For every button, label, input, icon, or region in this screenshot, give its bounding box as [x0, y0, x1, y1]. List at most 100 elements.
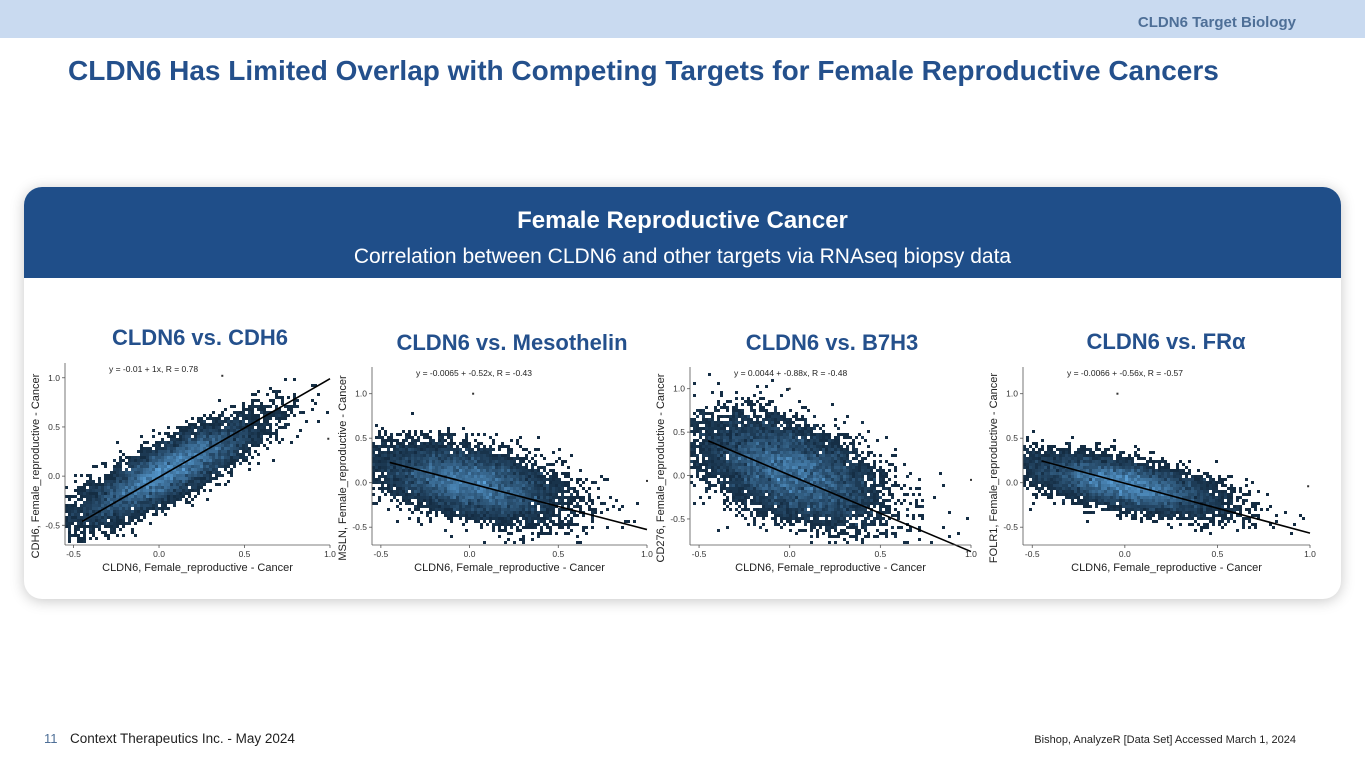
- density-cell: [816, 508, 819, 511]
- density-cell: [858, 475, 861, 478]
- density-cell: [486, 472, 489, 475]
- density-cell: [720, 433, 723, 436]
- density-cell: [453, 496, 456, 499]
- density-cell: [191, 438, 194, 441]
- density-cell: [711, 463, 714, 466]
- density-cell: [200, 471, 203, 474]
- density-cell: [212, 435, 215, 438]
- density-cell: [86, 480, 89, 483]
- density-cell: [720, 430, 723, 433]
- density-cell: [801, 439, 804, 442]
- density-cell: [450, 466, 453, 469]
- density-cell: [822, 484, 825, 487]
- density-cell: [831, 484, 834, 487]
- density-cell: [134, 483, 137, 486]
- density-cell: [759, 481, 762, 484]
- density-cell: [242, 405, 245, 408]
- density-cell: [840, 499, 843, 502]
- density-cell: [510, 526, 513, 529]
- density-cell: [759, 409, 762, 412]
- density-cell: [492, 514, 495, 517]
- density-cell: [507, 454, 510, 457]
- density-cell: [387, 460, 390, 463]
- density-cell: [777, 436, 780, 439]
- density-cell: [167, 456, 170, 459]
- density-cell: [417, 505, 420, 508]
- density-cell: [116, 510, 119, 513]
- density-cell: [167, 501, 170, 504]
- y-tick-label: -0.5: [352, 522, 367, 532]
- density-cell: [429, 439, 432, 442]
- density-cell: [555, 502, 558, 505]
- density-cell: [182, 489, 185, 492]
- density-cell: [711, 391, 714, 394]
- density-cell: [579, 484, 582, 487]
- density-cell: [792, 499, 795, 502]
- density-cell: [840, 460, 843, 463]
- density-cell: [483, 433, 486, 436]
- density-cell: [708, 481, 711, 484]
- density-cell: [789, 466, 792, 469]
- y-tick-label: 0.5: [355, 433, 367, 443]
- density-cell: [822, 502, 825, 505]
- density-cell: [417, 481, 420, 484]
- density-cell: [387, 478, 390, 481]
- density-cell: [855, 496, 858, 499]
- density-cell: [137, 498, 140, 501]
- density-cell: [735, 454, 738, 457]
- density-cell: [900, 487, 903, 490]
- density-cell: [468, 508, 471, 511]
- density-cell: [819, 466, 822, 469]
- density-cell: [170, 453, 173, 456]
- density-cell: [224, 468, 227, 471]
- density-cell: [861, 511, 864, 514]
- density-cell: [855, 478, 858, 481]
- density-cell: [798, 460, 801, 463]
- density-cell: [789, 502, 792, 505]
- x-tick-label: -0.5: [66, 549, 81, 559]
- density-cell: [804, 496, 807, 499]
- density-cell: [531, 490, 534, 493]
- density-cell: [696, 430, 699, 433]
- density-cell: [134, 468, 137, 471]
- density-cell: [501, 463, 504, 466]
- density-cell: [474, 439, 477, 442]
- density-cell: [804, 463, 807, 466]
- density-cell: [738, 427, 741, 430]
- density-cell: [537, 478, 540, 481]
- y-axis-label: MSLN, Female_reproductive - Cancer: [337, 375, 349, 561]
- density-cell: [468, 442, 471, 445]
- density-cell: [92, 534, 95, 537]
- density-cell: [756, 439, 759, 442]
- density-cell: [729, 508, 732, 511]
- density-cell: [744, 508, 747, 511]
- density-cell: [786, 493, 789, 496]
- density-cell: [555, 478, 558, 481]
- density-cell: [708, 487, 711, 490]
- density-cell: [447, 505, 450, 508]
- density-cell: [185, 432, 188, 435]
- density-cell: [215, 468, 218, 471]
- density-cell: [702, 409, 705, 412]
- density-cell: [95, 492, 98, 495]
- density-cell: [465, 490, 468, 493]
- density-cell: [810, 442, 813, 445]
- density-cell: [690, 421, 693, 424]
- density-cell: [795, 439, 798, 442]
- density-cell: [795, 430, 798, 433]
- density-cell: [771, 415, 774, 418]
- density-cell: [741, 433, 744, 436]
- density-cell: [741, 478, 744, 481]
- density-cell: [215, 459, 218, 462]
- density-cell: [741, 472, 744, 475]
- density-cell: [393, 490, 396, 493]
- density-cell: [281, 438, 284, 441]
- density-cell: [750, 451, 753, 454]
- density-cell: [837, 496, 840, 499]
- density-cell: [456, 463, 459, 466]
- density-cell: [795, 481, 798, 484]
- density-cell: [801, 463, 804, 466]
- density-cell: [432, 481, 435, 484]
- density-cell: [444, 454, 447, 457]
- density-cell: [143, 474, 146, 477]
